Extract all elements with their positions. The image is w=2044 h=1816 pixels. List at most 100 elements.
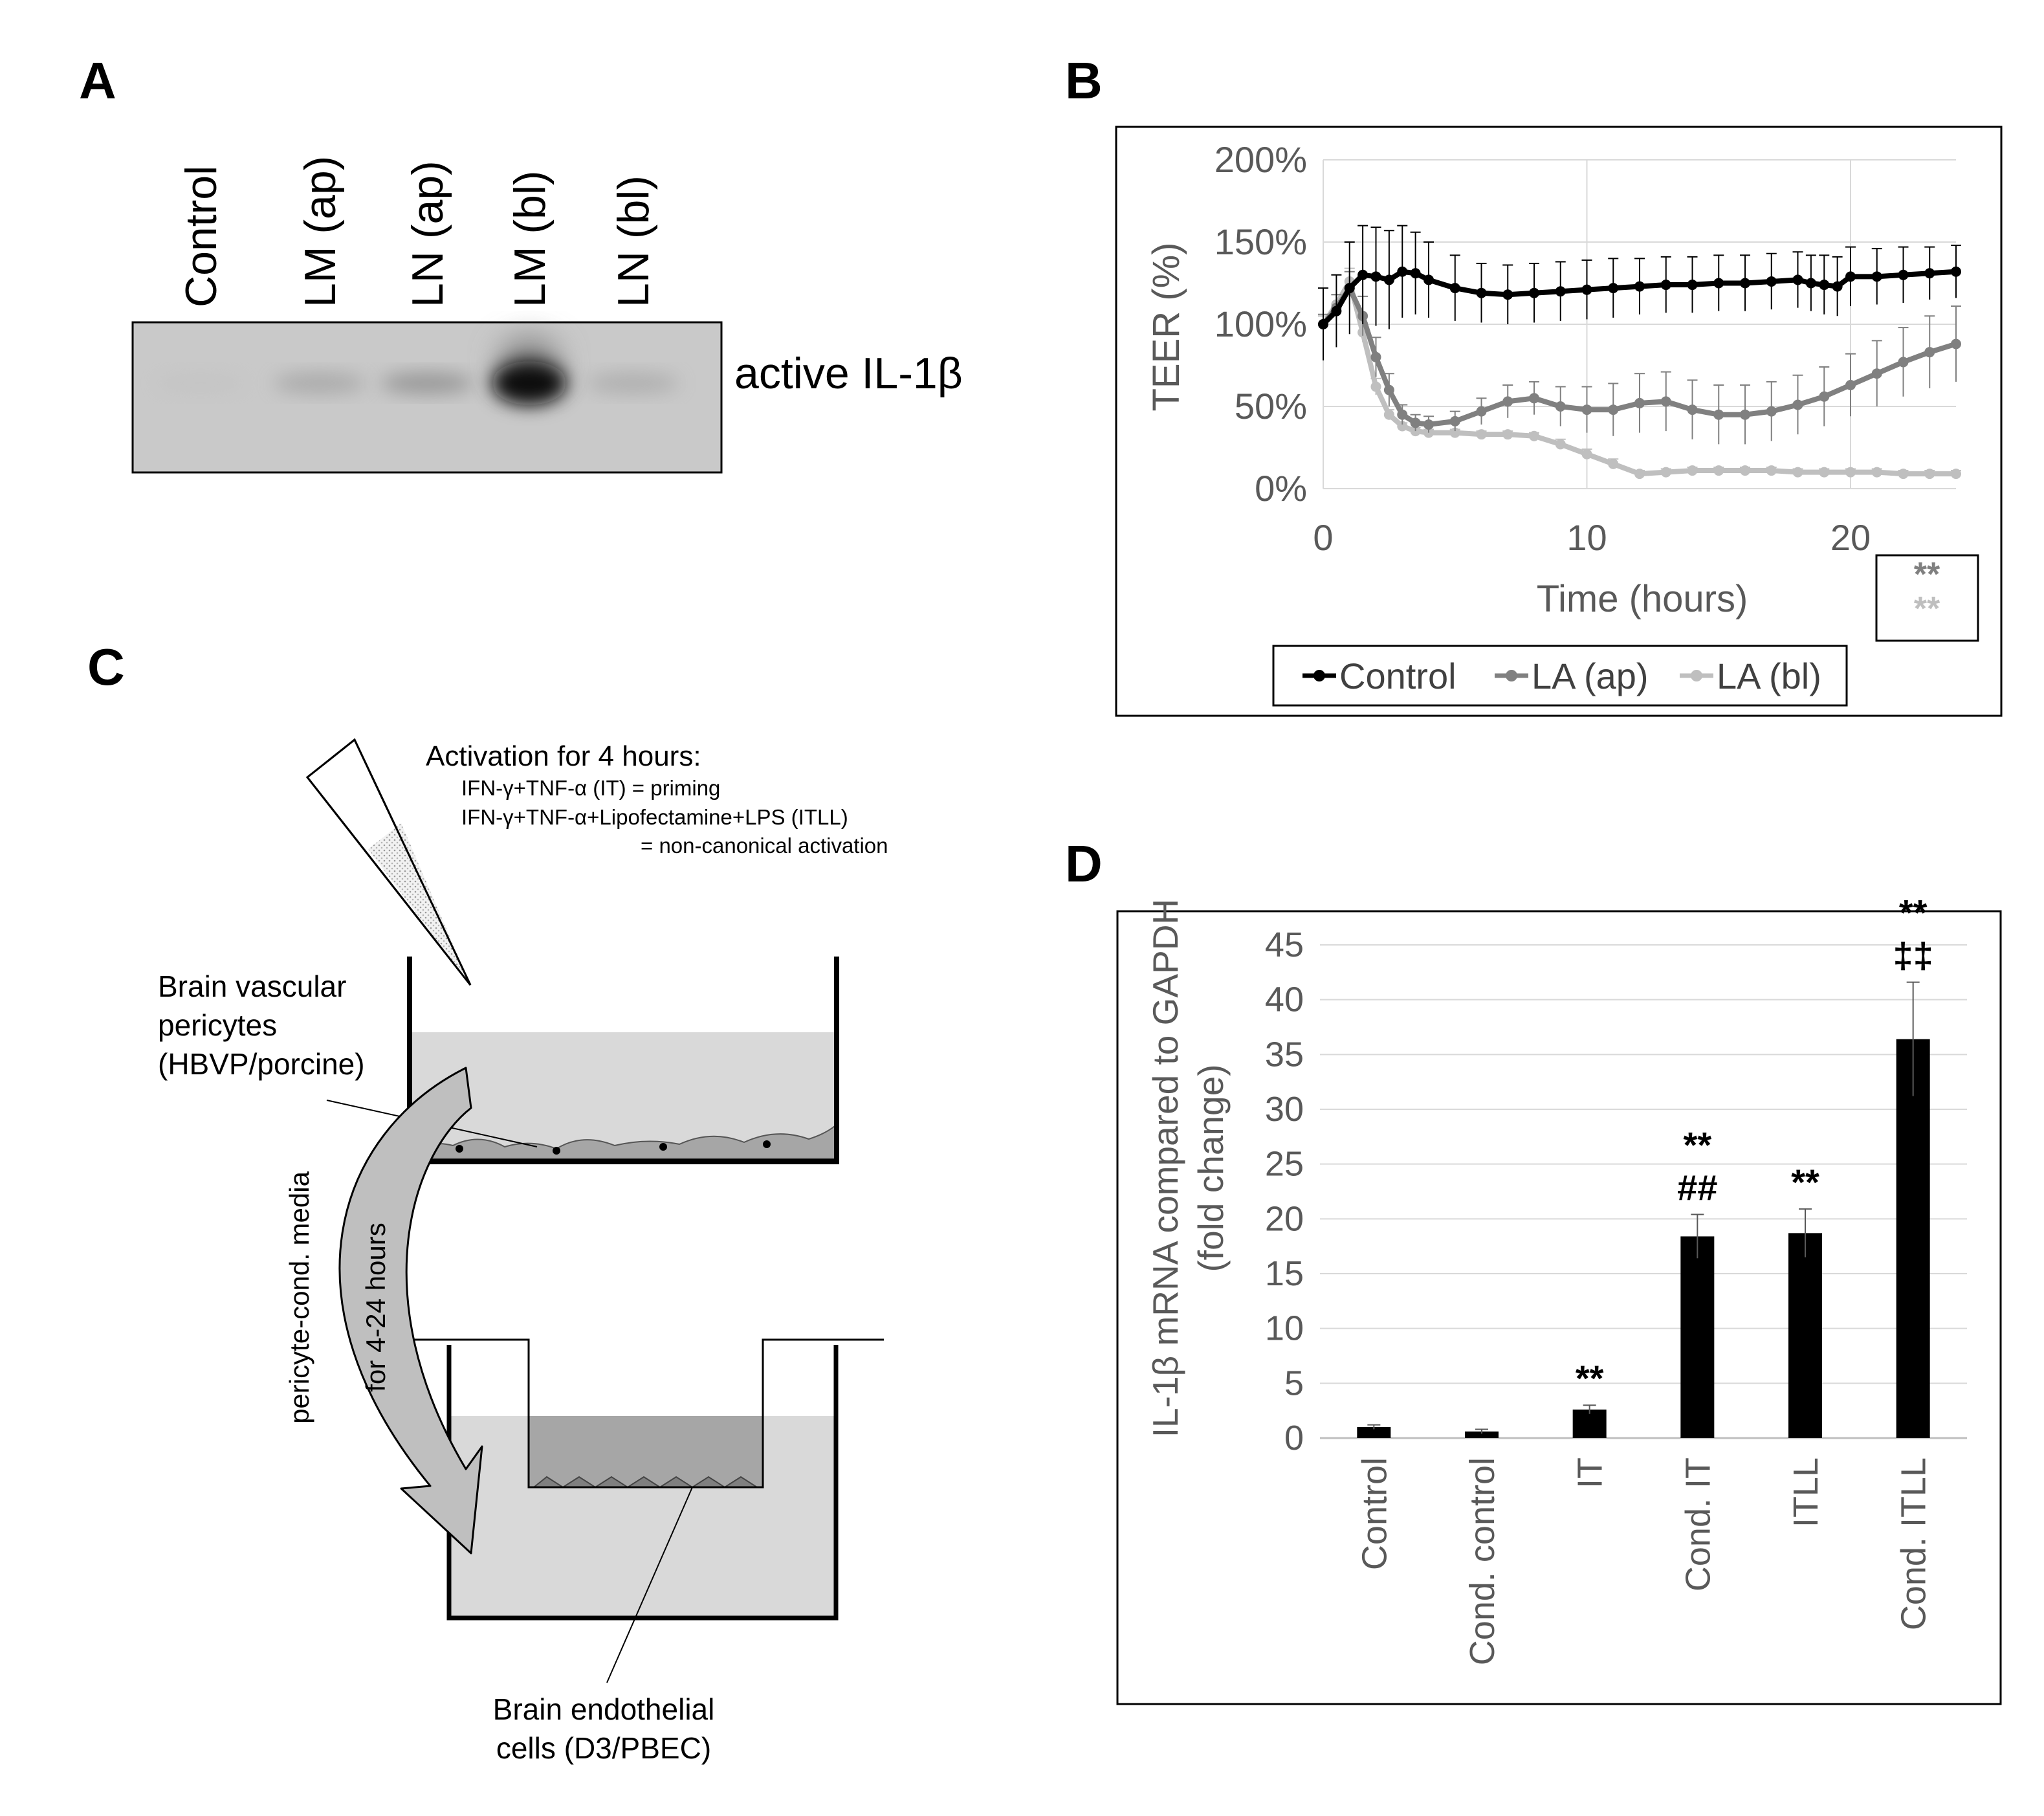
blot-lane-labels: Control LM (ap) LN (ap) LM (bl) LN (bl) [177,156,658,307]
teer-point-la-ap [1871,368,1882,379]
arrow-label-duration: for 4-24 hours [360,1223,391,1391]
blot-lane-label-control: Control [177,166,226,307]
teer-point-la-bl [1555,439,1566,450]
il1b-ytick-45: 45 [1265,925,1304,964]
pericyte-label-3: (HBVP/porcine) [158,1047,365,1081]
teer-point-control [1805,278,1816,289]
teer-point-control [1819,280,1830,291]
teer-point-control [1792,274,1803,285]
il1b-category-itll: ITLL [1786,1457,1825,1527]
blot-band-ln-bl [586,373,679,393]
teer-ylabel: TEER (%) [1145,243,1187,412]
il1b-sig-primary-it: ** [1576,1358,1604,1399]
blot-lane-label-lm-bl: LM (bl) [505,170,555,307]
teer-point-la-bl [1502,429,1513,440]
panel-letter-c: C [87,638,125,696]
teer-point-control [1832,281,1843,292]
blot-bands [154,337,679,405]
teer-ytick-200: 200% [1214,139,1307,180]
teer-significance-box: ** ** [1875,554,1979,642]
teer-point-la-bl [1898,469,1909,480]
teer-ytick-100: 100% [1214,304,1307,344]
teer-point-la-ap [1370,351,1381,362]
teer-point-control [1687,280,1698,291]
teer-point-la-ap [1766,406,1777,417]
teer-point-control [1344,283,1355,294]
teer-point-la-bl [1397,421,1408,432]
teer-point-control [1357,269,1368,280]
il1b-bar-control [1357,1427,1391,1438]
il1b-category-cond-control: Cond. control [1463,1457,1502,1665]
teer-point-la-ap [1410,417,1421,428]
teer-ytick-150: 150% [1214,221,1307,262]
teer-point-la-ap [1792,399,1803,410]
teer-series-control [1318,225,1961,360]
teer-point-la-ap [1581,404,1592,415]
conditioned-media-arrow [338,1067,483,1555]
activation-line-3: = non-canonical activation [641,834,888,858]
teer-point-la-ap [1924,347,1935,358]
il1b-ytick-5: 5 [1284,1364,1304,1402]
activation-title: Activation for 4 hours: [426,740,701,772]
teer-point-la-bl [1871,467,1882,478]
teer-point-control [1318,319,1328,329]
teer-ytick-50: 50% [1235,386,1307,426]
teer-point-la-bl [1713,465,1724,476]
il1b-bar-it [1572,1409,1607,1438]
teer-point-control [1502,289,1513,300]
endothelial-culture-well [409,1338,884,1621]
teer-point-control [1871,271,1882,282]
teer-point-la-bl [1819,467,1830,478]
il1b-ytick-20: 20 [1265,1199,1304,1238]
il1b-bar-cond-itll [1896,1039,1930,1438]
legend-la-ap: LA (ap) [1532,656,1649,696]
il1b-ytick-25: 25 [1265,1145,1304,1184]
panel-letter-b: B [1065,52,1103,109]
teer-point-la-ap [1555,401,1566,412]
il1b-category-it: IT [1571,1457,1610,1489]
teer-point-la-ap [1608,404,1619,415]
teer-point-control [1370,271,1381,282]
teer-point-la-ap [1687,404,1698,415]
teer-point-la-bl [1792,467,1803,478]
activation-line-2: IFN-γ+TNF-α+Lipofectamine+LPS (ITLL) [461,805,848,829]
teer-point-la-ap [1397,409,1408,420]
il1b-sig-secondary-cond-itll: ‡‡ [1893,935,1933,976]
il1b-category-cond-itll: Cond. ITLL [1895,1457,1933,1630]
teer-point-la-bl [1476,429,1487,440]
teer-point-la-bl [1924,469,1935,480]
il1b-ylabel-line2: (fold change) [1191,1064,1231,1272]
blot-membrane [131,321,723,474]
teer-point-la-ap [1660,396,1671,407]
teer-point-control [1898,269,1909,280]
teer-point-la-bl [1383,409,1394,420]
teer-point-la-bl [1766,465,1777,476]
teer-point-la-bl [1740,465,1750,476]
il1b-category-control: Control [1355,1457,1394,1570]
experimental-schematic: Activation for 4 hours: IFN-γ+TNF-α (IT)… [158,738,888,1765]
teer-point-control [1383,274,1394,285]
endothelial-label-1: Brain endothelial [493,1692,715,1726]
endothelial-pointer-line [606,1487,693,1683]
il1b-ytick-10: 10 [1265,1309,1304,1348]
teer-point-la-bl [1687,465,1698,476]
il1b-gridlines [1320,944,1967,1439]
il1b-chart-frame [1116,910,2002,1705]
il1b-sig-primary-cond-it: ** [1684,1125,1712,1166]
il1b-ytick-15: 15 [1265,1254,1304,1293]
pipette [305,738,472,986]
blot-band-lm-ap [273,373,366,393]
teer-chart-frame [1115,126,2003,717]
il1b-ytick-40: 40 [1265,980,1304,1019]
il1b-bar-cond-it [1680,1236,1715,1438]
legend-marker-la-ap [1506,670,1517,681]
il1b-tick-labels: 0 5 10 15 20 25 30 35 40 45 Control Cond. control IT… [1265,925,1933,1665]
legend-la-bl: LA (bl) [1717,656,1821,696]
teer-point-la-bl [1370,381,1381,392]
il1b-sig-primary-cond-itll: ** [1899,892,1928,933]
legend-marker-la-bl [1691,670,1702,681]
pericyte-cells [413,1124,835,1159]
teer-point-la-bl [1529,430,1539,441]
blot-lane-label-lm-ap: LM (ap) [296,156,345,307]
